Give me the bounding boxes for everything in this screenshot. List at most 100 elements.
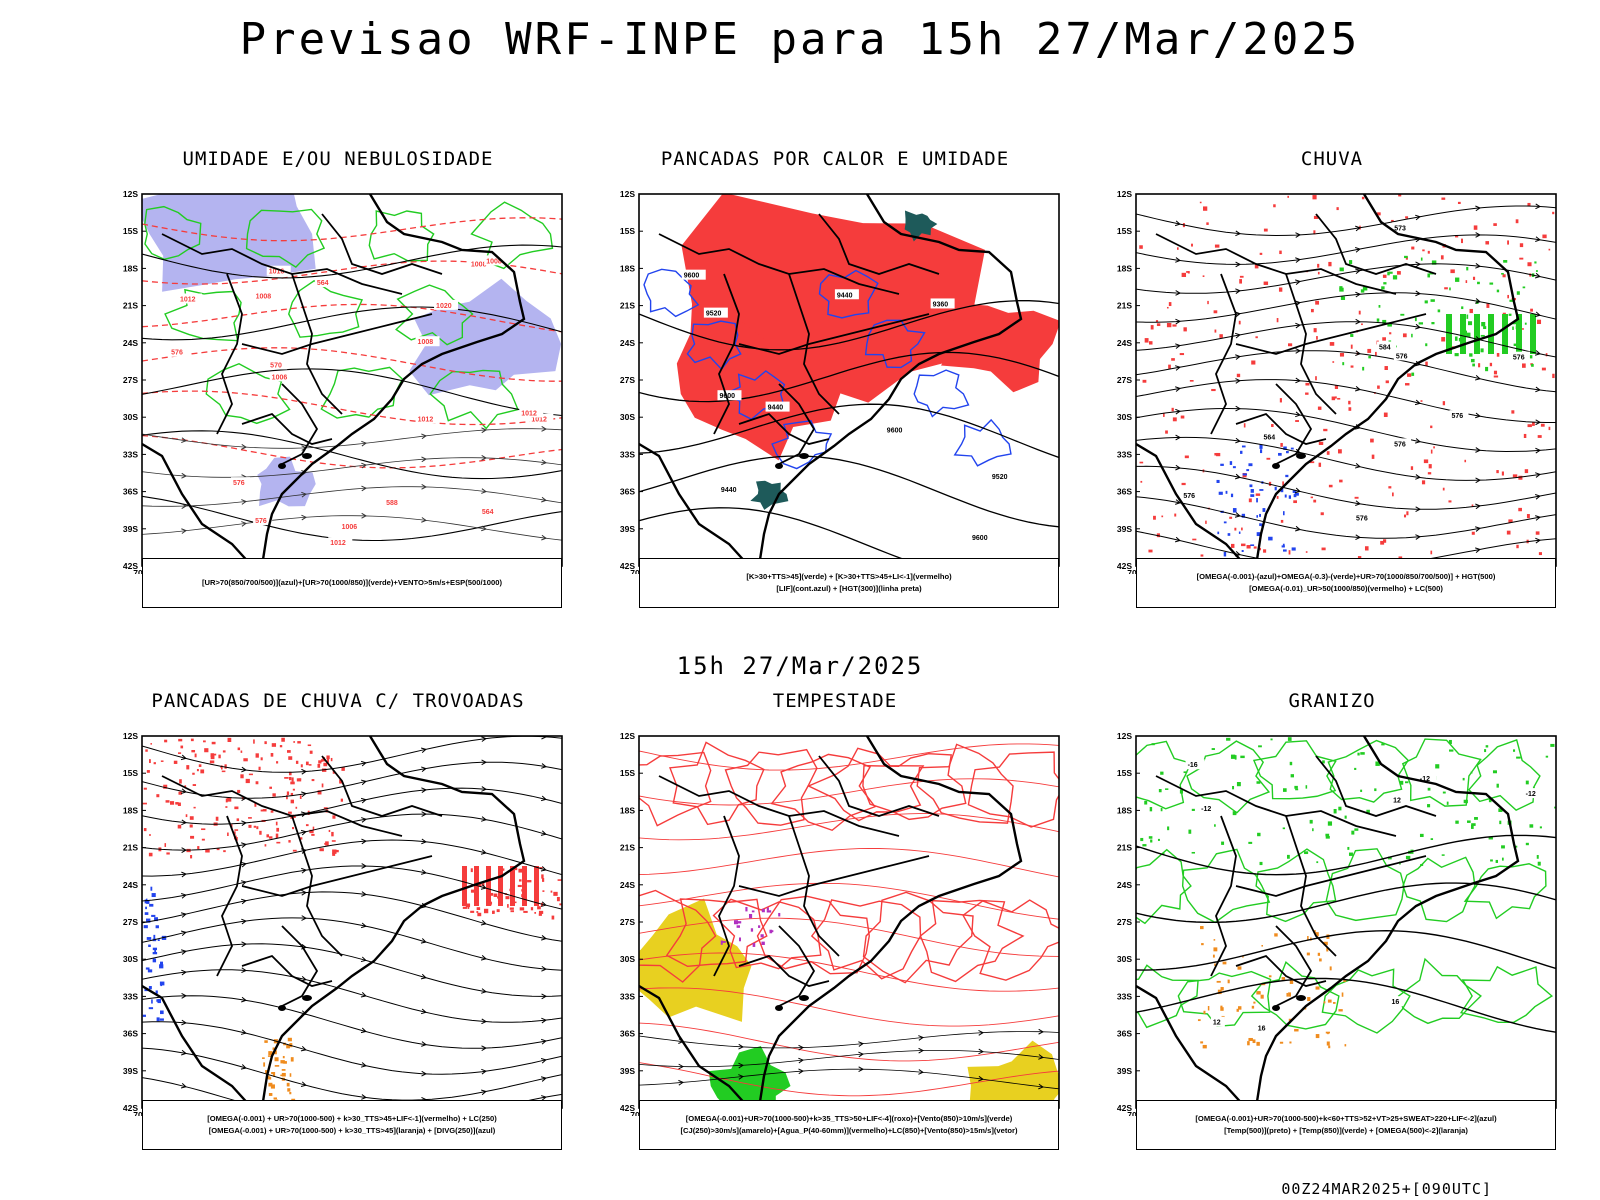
streamline-arrow (240, 1064, 247, 1070)
streamline-arrow (481, 488, 488, 494)
streamline-arrow (1175, 464, 1182, 471)
streamline-arrow (421, 456, 428, 463)
rain-cell-red (1263, 228, 1268, 232)
lagoon (799, 995, 809, 1001)
contour-label-bg (1377, 341, 1397, 352)
storm-cell-red (223, 850, 226, 853)
temp850-dot (1357, 752, 1360, 756)
state-border (778, 383, 816, 465)
streamline-arrow (421, 766, 427, 773)
map-background (1136, 194, 1556, 566)
streamline-arrow (181, 871, 188, 878)
rain-cell-red (1512, 474, 1518, 478)
map-chart: -12 -12 -12 16 16 12 12 -16 12S 15S 18S 21S 24S 27S 30… (1117, 731, 1557, 1116)
streamline-arrow (1354, 385, 1361, 392)
rain-cell-blue (1227, 533, 1231, 536)
omega-cell-orange (1260, 994, 1264, 999)
rain-cell-green (1430, 299, 1435, 302)
contour-label-bg (314, 277, 334, 288)
storm-cell-purple (766, 907, 769, 911)
lat-tick-label: 21S (620, 301, 635, 311)
state-border (321, 755, 443, 817)
storm-cell-orange (270, 1084, 275, 1089)
contour-label-bg (339, 521, 364, 532)
lat-tick-label: 12S (123, 189, 138, 199)
storm-cell-orange (267, 1055, 272, 1057)
storm-cell-red (300, 764, 303, 768)
streamline-arrow (1475, 412, 1481, 419)
storm-cell-red (323, 762, 328, 767)
contour-label-bg (269, 371, 294, 382)
storm-cell-purple (761, 908, 765, 913)
storm-cell-purple (760, 934, 764, 938)
storm-cell-red (179, 779, 182, 784)
streamline-arrow (481, 1068, 487, 1075)
precip-water-contour (862, 891, 974, 984)
state-border (1235, 954, 1327, 987)
contour-label-bg (1199, 803, 1219, 814)
streamline-arrow (1535, 419, 1542, 426)
rain-cell-red (1478, 363, 1481, 368)
streamline-arrow (1235, 437, 1241, 444)
rain-cell-green (1427, 273, 1431, 278)
streamline-arrow (541, 763, 547, 769)
streamline-arrow (1295, 525, 1301, 532)
rain-cell-green (1508, 313, 1512, 316)
rain-cell-red (1254, 264, 1259, 269)
storm-cell-red (541, 874, 544, 879)
streamline-arrow (678, 1063, 685, 1070)
storm-cell-red (328, 829, 331, 833)
streamline-arrow (1175, 365, 1181, 371)
temp850-dot (1305, 785, 1308, 789)
height-contour (639, 403, 1059, 459)
rain-cell-red (1273, 204, 1276, 208)
rain-cell-green (1368, 355, 1371, 359)
legend-line: [OMEGA(-0.001) + UR>70(1000-500) + k>30_… (208, 1126, 496, 1135)
lat-tick-label: 24S (123, 880, 138, 890)
storm-cell-red (253, 825, 257, 828)
temp850-dot (1498, 808, 1503, 812)
legend-line: [OMEGA(-0.001)-(azul)+OMEGA(-0.3)-(verde… (1196, 572, 1496, 581)
storm-cell-red (189, 816, 194, 820)
rain-cell-green (1381, 286, 1385, 290)
omega-cell-orange (1200, 1041, 1204, 1044)
streamline-arrow (1175, 343, 1181, 349)
storm-cell-red (194, 753, 197, 758)
contour-label: -16 (1188, 762, 1198, 769)
temp850-dot (1496, 783, 1499, 788)
rain-cell-green (1420, 257, 1423, 261)
rain-cell-red (1334, 396, 1337, 399)
humidity-contour-green (144, 205, 202, 261)
rain-cell-blue (1259, 489, 1264, 491)
omega-cell-orange (1220, 1005, 1223, 1008)
rain-cell-red (1398, 556, 1403, 560)
rain-cell-red (1427, 250, 1430, 254)
storm-cell-red (165, 800, 170, 803)
streamline-arrow (1235, 378, 1242, 384)
streamline (142, 1021, 562, 1075)
rain-cell-blue (1286, 450, 1289, 454)
storm-cell-red (307, 744, 312, 747)
divergence-cell-blue (153, 934, 156, 940)
lifted-index-contour (864, 319, 926, 369)
precip-water-contour (962, 899, 1059, 981)
storm-cell-orange (268, 1076, 272, 1080)
storm-cell-red (496, 909, 500, 913)
storm-cell-red (170, 801, 175, 805)
omega-cell-orange (1207, 1005, 1210, 1011)
rain-cell-blue (1229, 461, 1233, 465)
rain-cell-red (1348, 400, 1351, 405)
rain-cell-red (1526, 514, 1530, 519)
divergence-cell-blue (147, 969, 153, 973)
rain-cell-red (1313, 215, 1319, 219)
lat-tick-label: 30S (123, 954, 138, 964)
contour-label-bg (1393, 350, 1413, 361)
legend-box: [K>30+TTS>45](verde) + [K>30+TTS>45+LI<-… (639, 558, 1059, 608)
storm-cell-red (264, 844, 267, 847)
state-border (818, 755, 940, 817)
omega-cell-orange (1214, 963, 1216, 966)
storm-cell-red (146, 770, 150, 773)
temp850-dot (1214, 824, 1216, 827)
pressure-contour (142, 244, 562, 279)
rain-cell-green (1383, 282, 1387, 285)
